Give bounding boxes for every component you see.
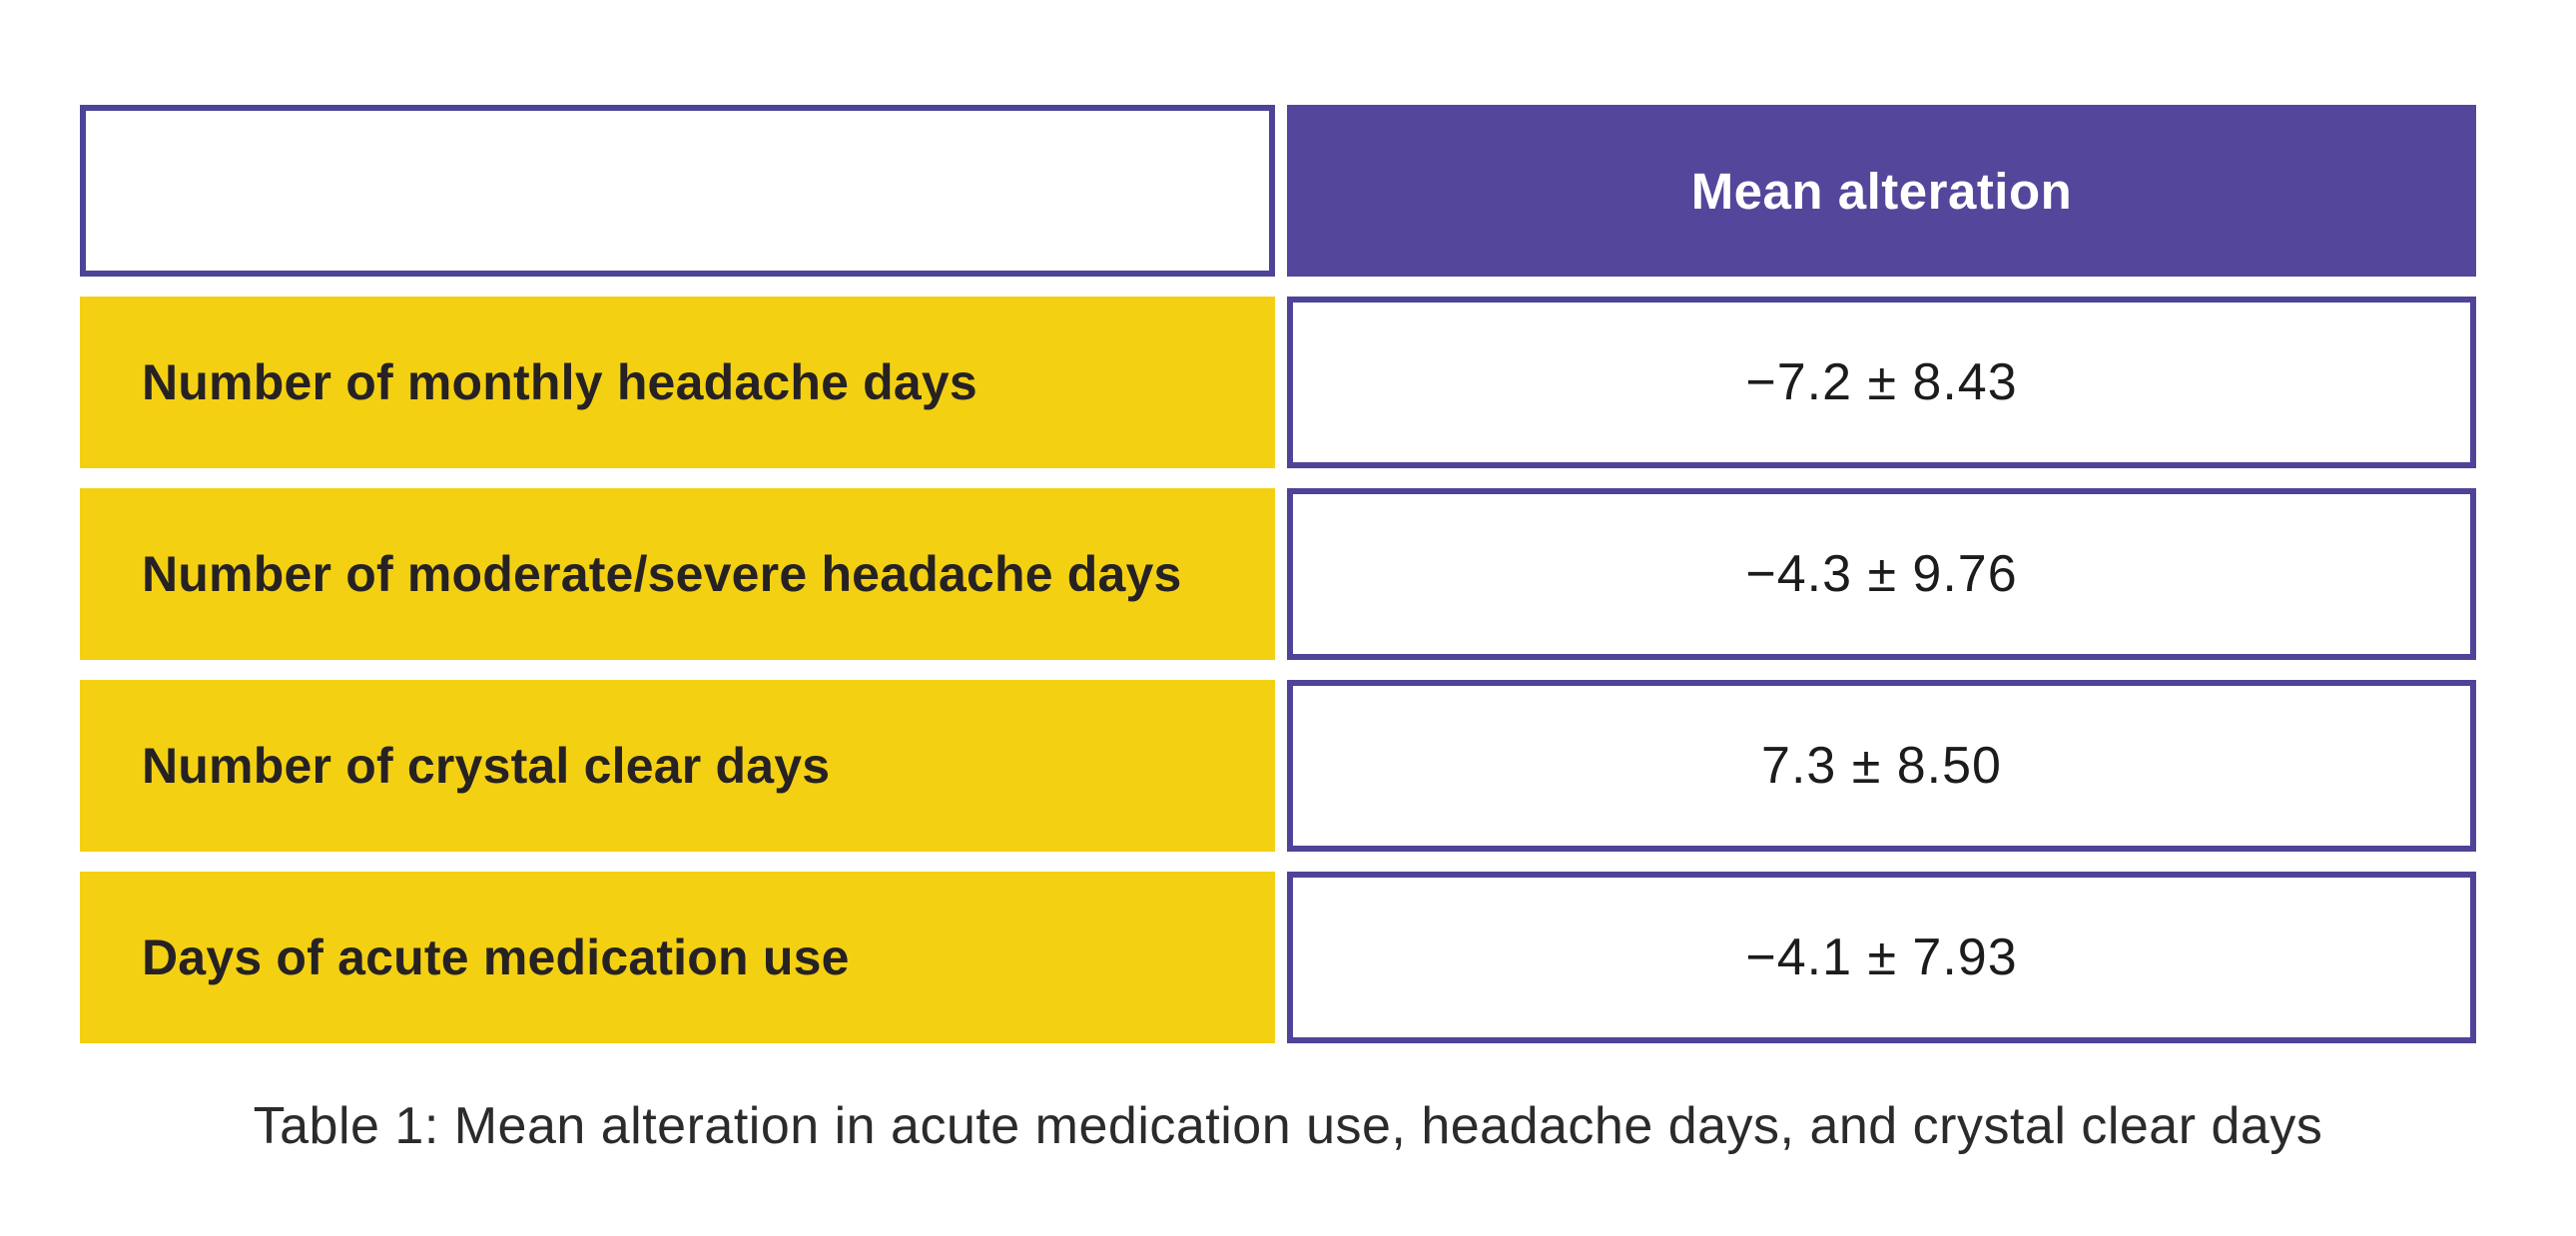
- row-value-crystal-clear-days: 7.3 ± 8.50: [1287, 680, 2476, 852]
- row-label-acute-medication-use: Days of acute medication use: [80, 872, 1275, 1043]
- row-value-moderate-severe-headache-days: −4.3 ± 9.76: [1287, 488, 2476, 660]
- column-header-mean-alteration: Mean alteration: [1287, 105, 2476, 277]
- row-value-monthly-headache-days: −7.2 ± 8.43: [1287, 297, 2476, 468]
- table-caption: Table 1: Mean alteration in acute medica…: [253, 1097, 2323, 1155]
- row-label-moderate-severe-headache-days: Number of moderate/severe headache days: [80, 488, 1275, 660]
- row-value-acute-medication-use: −4.1 ± 7.93: [1287, 872, 2476, 1043]
- row-label-crystal-clear-days: Number of crystal clear days: [80, 680, 1275, 852]
- row-label-monthly-headache-days: Number of monthly headache days: [80, 297, 1275, 468]
- corner-header-cell: [80, 105, 1275, 277]
- data-table: Mean alteration Number of monthly headac…: [80, 105, 2476, 1043]
